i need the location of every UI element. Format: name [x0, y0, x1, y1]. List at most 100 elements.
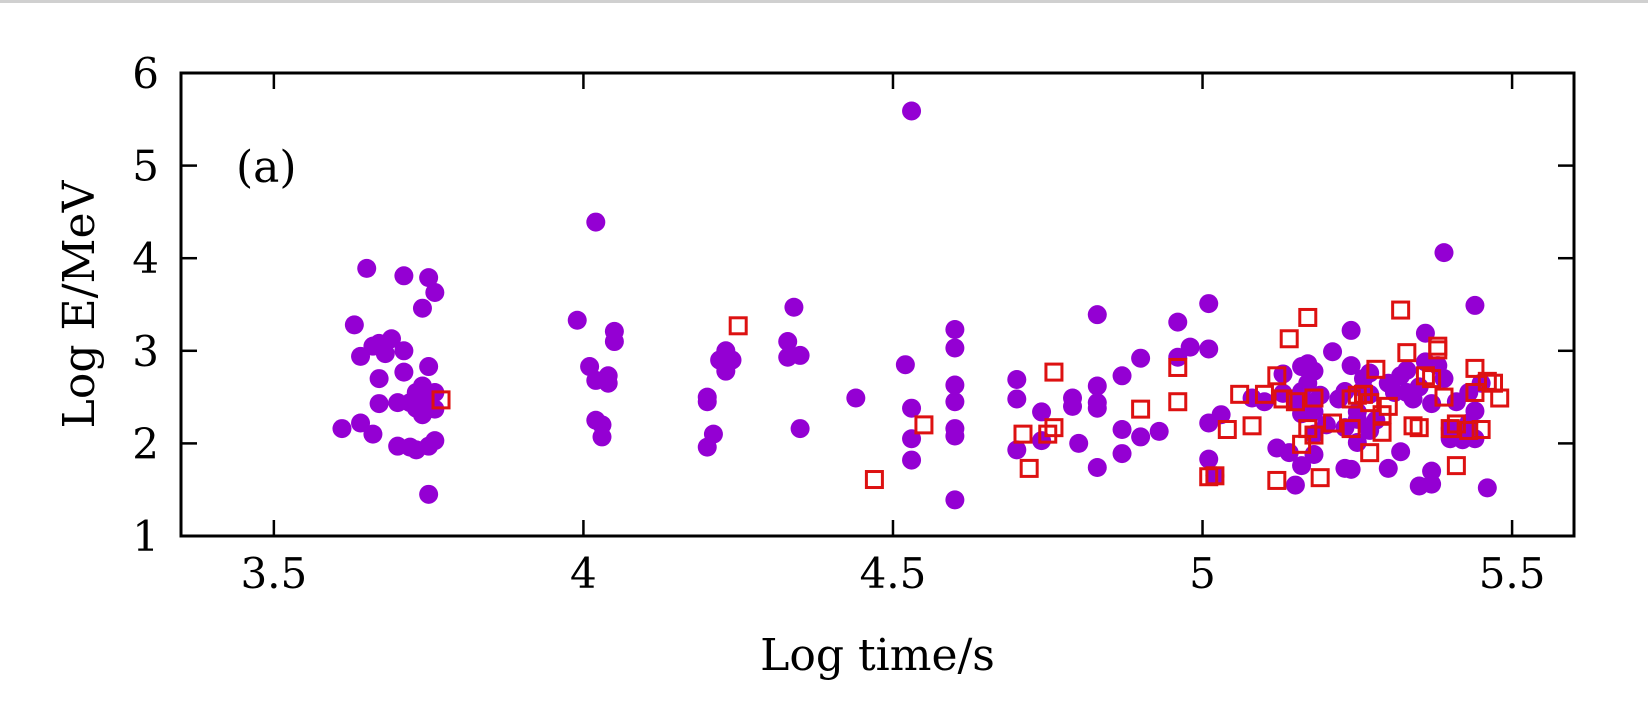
data-point-square: [1323, 413, 1343, 433]
series-open-squares: [431, 300, 1510, 490]
y-tick-label: 2: [132, 419, 159, 468]
data-point-circle: [1087, 457, 1107, 477]
data-point-square: [864, 470, 884, 490]
data-point-square: [1341, 389, 1361, 409]
data-point-square: [1168, 357, 1188, 377]
data-point-circle: [394, 341, 414, 361]
data-point-circle: [945, 490, 965, 510]
data-point-circle: [425, 282, 445, 302]
data-point-circle: [945, 320, 965, 340]
data-point-square: [1279, 329, 1299, 349]
data-point-square: [1242, 416, 1262, 436]
data-point-circle: [1304, 361, 1324, 381]
data-point-circle: [1434, 243, 1454, 263]
data-point-square: [1403, 416, 1423, 436]
data-point-circle: [1341, 356, 1361, 376]
data-point-circle: [1112, 366, 1132, 386]
data-point-circle: [586, 212, 606, 232]
data-point-circle: [394, 266, 414, 286]
data-point-circle: [1211, 405, 1231, 425]
data-point-square: [1397, 343, 1417, 363]
x-axis-title: Log time/s: [760, 630, 995, 681]
data-point-circle: [778, 332, 798, 352]
data-point-square: [1465, 358, 1485, 378]
y-tick-label: 6: [132, 49, 159, 98]
data-point-square: [1019, 458, 1039, 478]
data-point-circle: [369, 369, 389, 389]
data-point-circle: [945, 392, 965, 412]
data-point-circle: [1422, 474, 1442, 494]
data-point-circle: [1199, 449, 1219, 469]
data-point-square: [1446, 414, 1466, 434]
data-point-circle: [381, 329, 401, 349]
axis-ticks: [181, 71, 1574, 538]
data-point-square: [1415, 366, 1435, 386]
data-point-square: [1254, 384, 1274, 404]
y-axis-title: Log E/MeV: [54, 179, 105, 428]
window-top-border: [0, 0, 1648, 3]
data-point-circle: [1087, 376, 1107, 396]
data-point-square: [1434, 387, 1454, 407]
data-point-circle: [1304, 445, 1324, 465]
data-point-square: [1477, 371, 1497, 391]
x-tick-label: 4: [570, 549, 597, 598]
data-point-square: [1471, 420, 1491, 440]
data-point-square: [1304, 425, 1324, 445]
data-point-circle: [567, 310, 587, 330]
data-point-circle: [945, 338, 965, 358]
data-point-circle: [1397, 360, 1417, 380]
data-point-square: [1372, 422, 1392, 442]
data-point-square: [1044, 362, 1064, 382]
data-point-square: [1038, 424, 1058, 444]
data-point-square: [1217, 420, 1237, 440]
data-point-circle: [1112, 444, 1132, 464]
data-point-circle: [375, 344, 395, 364]
data-point-circle: [1149, 421, 1169, 441]
x-tick-label: 3.5: [240, 549, 307, 598]
data-point-circle: [1131, 348, 1151, 368]
data-point-circle: [1477, 478, 1497, 498]
data-point-circle: [1087, 305, 1107, 325]
data-point-circle: [1199, 339, 1219, 359]
data-point-square: [1273, 389, 1293, 409]
data-point-circle: [1112, 420, 1132, 440]
data-point-circle: [351, 413, 371, 433]
data-point-circle: [369, 394, 389, 414]
data-point-circle: [425, 431, 445, 451]
data-point-circle: [790, 345, 810, 365]
data-point-circle: [1007, 389, 1027, 409]
data-point-circle: [412, 298, 432, 318]
data-point-circle: [1007, 440, 1027, 460]
data-point-circle: [592, 427, 612, 447]
data-point-circle: [1069, 433, 1089, 453]
data-point-square: [1391, 300, 1411, 320]
data-point-circle: [895, 355, 915, 375]
data-point-circle: [1168, 312, 1188, 332]
data-point-square: [1360, 443, 1380, 463]
y-tick-label: 1: [132, 512, 159, 561]
series-filled-circles: [332, 101, 1497, 510]
data-point-square: [1267, 470, 1287, 490]
data-point-circle: [1422, 394, 1442, 414]
data-point-circle: [1032, 431, 1052, 451]
data-point-square: [1465, 382, 1485, 402]
data-point-circle: [902, 101, 922, 121]
data-point-square: [1428, 340, 1448, 360]
data-point-circle: [1199, 294, 1219, 314]
data-point-square: [1298, 419, 1318, 439]
data-point-square: [1310, 468, 1330, 488]
data-point-square: [1422, 369, 1442, 389]
data-point-square: [1298, 307, 1318, 327]
data-point-circle: [394, 362, 414, 382]
data-point-circle: [419, 357, 439, 377]
x-tick-label: 4.5: [860, 549, 927, 598]
data-point-square: [914, 415, 934, 435]
data-point-square: [1409, 418, 1429, 438]
data-point-square: [1013, 424, 1033, 444]
data-point-square: [431, 390, 451, 410]
data-point-circle: [1205, 466, 1225, 486]
y-tick-label: 4: [132, 234, 159, 283]
data-point-square: [1446, 456, 1466, 476]
data-point-circle: [1032, 402, 1052, 422]
data-point-circle: [1465, 295, 1485, 315]
